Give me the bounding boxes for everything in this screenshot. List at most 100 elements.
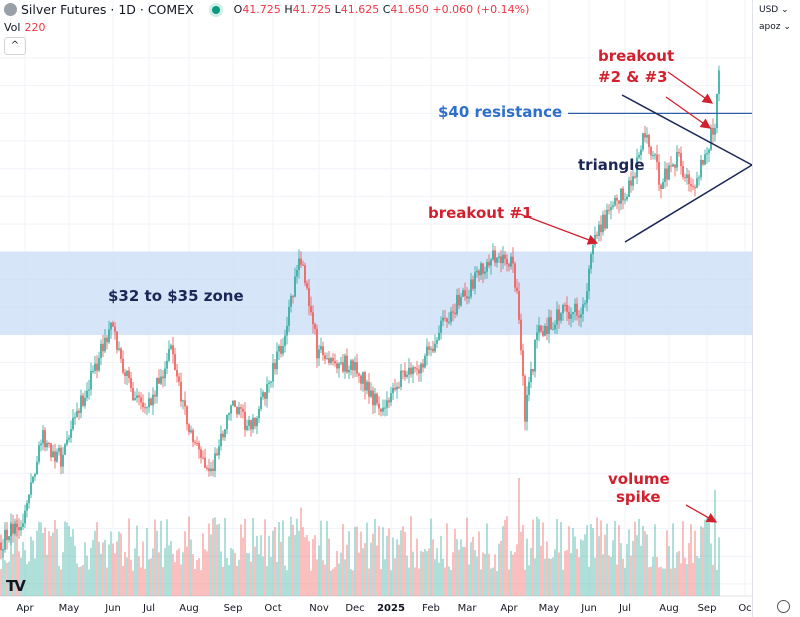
candle-body bbox=[606, 209, 608, 229]
volume-bar bbox=[280, 541, 282, 596]
volume-bar bbox=[410, 516, 412, 596]
candle-body bbox=[154, 394, 156, 397]
candle-body bbox=[634, 176, 636, 178]
candle-body bbox=[364, 372, 366, 391]
volume-bar bbox=[24, 550, 26, 596]
candle-body bbox=[300, 258, 302, 265]
candle-body bbox=[110, 322, 112, 330]
candle-body bbox=[466, 296, 468, 299]
candle-body bbox=[186, 406, 188, 425]
candle-body bbox=[268, 382, 270, 384]
volume-bar bbox=[234, 553, 236, 596]
candle-body bbox=[322, 346, 324, 356]
volume-bar bbox=[150, 558, 152, 596]
collapse-legend-button[interactable]: ^ bbox=[4, 37, 26, 55]
volume-bar bbox=[124, 551, 126, 596]
candle-body bbox=[678, 152, 680, 154]
candle-body bbox=[44, 430, 46, 448]
volume-bar bbox=[64, 521, 66, 596]
volume-bar bbox=[452, 552, 454, 596]
currency-select[interactable]: USD ⌄ bbox=[759, 5, 789, 15]
time-tick-label: May bbox=[539, 603, 560, 614]
tradingview-logo[interactable]: TV bbox=[6, 577, 26, 595]
candle-body bbox=[346, 355, 348, 373]
candle-body bbox=[278, 345, 280, 352]
volume-bar bbox=[276, 562, 278, 596]
candle-body bbox=[394, 387, 396, 390]
candle-body bbox=[336, 363, 338, 369]
candle-body bbox=[586, 291, 588, 304]
candle-body bbox=[436, 339, 438, 344]
volume-bar bbox=[290, 516, 292, 596]
volume-bar bbox=[218, 523, 220, 596]
volume-bar bbox=[566, 550, 568, 596]
volume-bar bbox=[528, 565, 530, 596]
candle-body bbox=[712, 127, 714, 135]
candle-body bbox=[334, 361, 336, 364]
candle-body bbox=[148, 398, 150, 408]
volume-bar bbox=[324, 564, 326, 596]
candle-body bbox=[46, 443, 48, 448]
candle-body bbox=[150, 398, 152, 406]
candle-body bbox=[16, 523, 18, 528]
candle-body bbox=[0, 542, 2, 551]
candle-body bbox=[708, 149, 710, 154]
volume-bar bbox=[342, 523, 344, 596]
volume-bar bbox=[514, 552, 516, 596]
candle-body bbox=[646, 134, 648, 138]
candle-body bbox=[642, 133, 644, 150]
volume-bar bbox=[446, 523, 448, 596]
candle-body bbox=[522, 350, 524, 377]
candle-body bbox=[424, 355, 426, 368]
candle-body bbox=[34, 474, 36, 477]
volume-bar bbox=[82, 564, 84, 596]
candle-body bbox=[600, 224, 602, 233]
candle-body bbox=[626, 196, 628, 200]
candle-body bbox=[358, 373, 360, 376]
candle-body bbox=[274, 363, 276, 370]
symbol-title[interactable]: Silver Futures · 1D · COMEX bbox=[21, 2, 194, 17]
volume-bar bbox=[460, 539, 462, 596]
candle-body bbox=[66, 439, 68, 445]
candle-body bbox=[360, 375, 362, 384]
volume-bar bbox=[314, 535, 316, 596]
candle-body bbox=[616, 197, 618, 201]
volume-bar bbox=[520, 531, 522, 596]
candle-body bbox=[28, 494, 30, 504]
price-axis[interactable]: USD ⌄ apoz ⌄ bbox=[752, 0, 800, 617]
volume-bar bbox=[338, 563, 340, 596]
candle-body bbox=[140, 397, 142, 403]
candle-body bbox=[604, 214, 606, 229]
volume-bar bbox=[708, 522, 710, 596]
triangle-lower-line bbox=[624, 164, 753, 243]
candle-body bbox=[208, 468, 210, 472]
time-tick-label: May bbox=[59, 603, 80, 614]
eye-settings-icon[interactable] bbox=[777, 600, 790, 613]
candle-body bbox=[456, 294, 458, 315]
candle-body bbox=[40, 443, 42, 446]
volume-bar bbox=[12, 554, 14, 596]
time-tick-label: Jun bbox=[104, 603, 121, 614]
candle-body bbox=[114, 326, 116, 332]
candle-body bbox=[70, 429, 72, 438]
annotation-volume-line2: spike bbox=[616, 488, 661, 506]
volume-bar bbox=[368, 568, 370, 596]
candle-body bbox=[234, 400, 236, 407]
volume-bar bbox=[372, 533, 374, 596]
candle-body bbox=[534, 339, 536, 372]
candle-body bbox=[172, 345, 174, 355]
candle-body bbox=[246, 425, 248, 430]
volume-bar bbox=[418, 568, 420, 596]
candle-body bbox=[264, 392, 266, 399]
candle-body bbox=[224, 429, 226, 438]
candle-body bbox=[50, 443, 52, 458]
candle-body bbox=[444, 317, 446, 319]
volume-bar bbox=[600, 520, 602, 596]
candle-body bbox=[4, 529, 6, 550]
volume-bar bbox=[630, 555, 632, 596]
volume-bar bbox=[408, 567, 410, 596]
volume-bar bbox=[136, 525, 138, 596]
scale-select[interactable]: apoz ⌄ bbox=[759, 22, 791, 32]
candle-body bbox=[564, 304, 566, 306]
